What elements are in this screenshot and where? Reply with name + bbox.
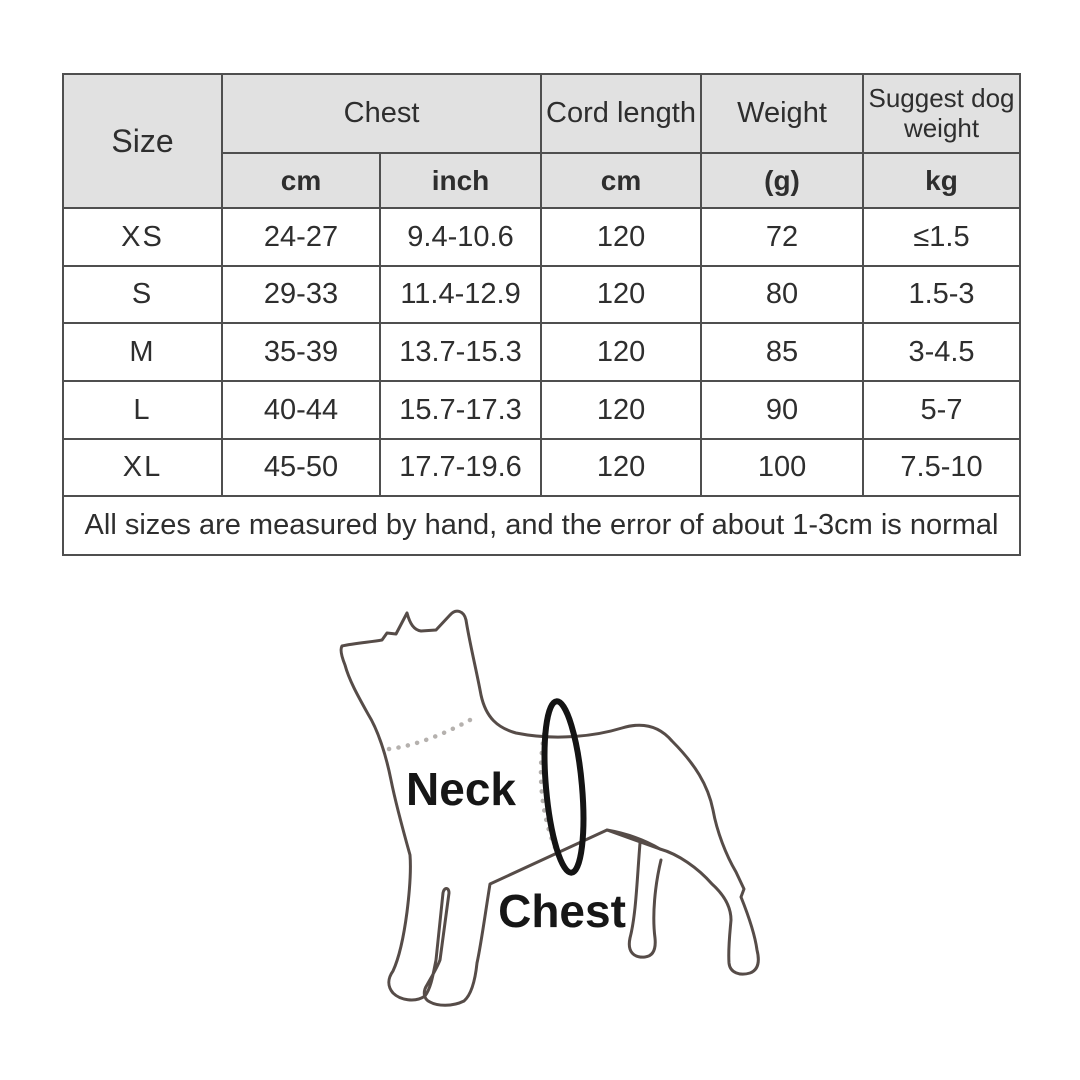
- header-row-1: Size Chest Cord length Weight Suggest do…: [62, 73, 1022, 209]
- dog-far-hind-leg: [627, 841, 663, 959]
- measurement-note: All sizes are measured by hand, and the …: [61, 495, 1022, 556]
- chest-cm-cell: 40-44: [221, 380, 381, 440]
- cord-length-cell: 120: [540, 265, 703, 324]
- header-chest: Chest: [220, 73, 543, 154]
- cord-length-cell: 120: [540, 207, 703, 267]
- cord-length-cell: 120: [540, 438, 703, 497]
- neck-label: Neck: [406, 763, 516, 815]
- chest-inch-cell: 11.4-12.9: [378, 265, 543, 324]
- header-weight: Weight: [700, 73, 865, 154]
- table-row-l: L 40-44 15.7-17.3 120 90 5-7: [62, 380, 1022, 440]
- size-cell: M: [62, 322, 223, 382]
- chest-inch-cell: 17.7-19.6: [378, 438, 543, 497]
- chest-inch-cell: 13.7-15.3: [378, 322, 543, 382]
- weight-cell: 72: [700, 207, 865, 267]
- dog-weight-cell: 5-7: [862, 380, 1022, 440]
- dog-diagram-svg: Neck Chest: [339, 609, 760, 1007]
- unit-cord-cm: cm: [540, 152, 703, 209]
- weight-cell: 80: [700, 265, 865, 324]
- header-cord-length: Cord length: [540, 73, 703, 154]
- unit-chest-inch: inch: [378, 152, 543, 209]
- dog-outline: [339, 609, 760, 1007]
- dog-measurement-diagram: Neck Chest: [300, 595, 790, 1045]
- note-row: All sizes are measured by hand, and the …: [61, 495, 1022, 556]
- chest-cm-cell: 29-33: [221, 265, 381, 324]
- unit-weight-g: (g): [700, 152, 865, 209]
- weight-cell: 100: [700, 438, 865, 497]
- dog-weight-cell: 7.5-10: [862, 438, 1022, 497]
- chest-tape-loop: [541, 698, 587, 876]
- size-cell: S: [62, 265, 223, 324]
- table-row-m: M 35-39 13.7-15.3 120 85 3-4.5: [62, 322, 1022, 382]
- header-suggest-dog-weight: Suggest dog weight: [862, 73, 1022, 154]
- size-cell: XS: [62, 207, 223, 267]
- table-row-xs: XS 24-27 9.4-10.6 120 72 ≤1.5: [62, 207, 1022, 267]
- table-row-s: S 29-33 11.4-12.9 120 80 1.5-3: [62, 265, 1022, 324]
- neck-dotted-line: [386, 713, 480, 752]
- unit-chest-cm: cm: [221, 152, 381, 209]
- header-row-2: cm inch cm (g) kg: [63, 152, 1022, 209]
- size-table: Size Chest Cord length Weight Suggest do…: [61, 73, 1022, 556]
- chest-inch-cell: 9.4-10.6: [378, 207, 543, 267]
- chest-dotted-line: [538, 703, 565, 865]
- weight-cell: 90: [700, 380, 865, 440]
- chest-cm-cell: 35-39: [221, 322, 381, 382]
- size-cell: L: [62, 380, 223, 440]
- size-cell: XL: [62, 438, 223, 497]
- chest-label: Chest: [498, 885, 626, 937]
- cord-length-cell: 120: [540, 322, 703, 382]
- cord-length-cell: 120: [540, 380, 703, 440]
- dog-weight-cell: 3-4.5: [862, 322, 1022, 382]
- unit-dog-weight-kg: kg: [862, 152, 1022, 209]
- weight-cell: 85: [700, 322, 865, 382]
- chest-cm-cell: 45-50: [221, 438, 381, 497]
- chest-cm-cell: 24-27: [221, 207, 381, 267]
- dog-belly-line: [605, 828, 662, 851]
- dog-weight-cell: 1.5-3: [862, 265, 1022, 324]
- header-size: Size: [62, 73, 223, 209]
- dog-weight-cell: ≤1.5: [862, 207, 1022, 267]
- table-row-xl: XL 45-50 17.7-19.6 120 100 7.5-10: [62, 438, 1022, 497]
- chest-inch-cell: 15.7-17.3: [378, 380, 543, 440]
